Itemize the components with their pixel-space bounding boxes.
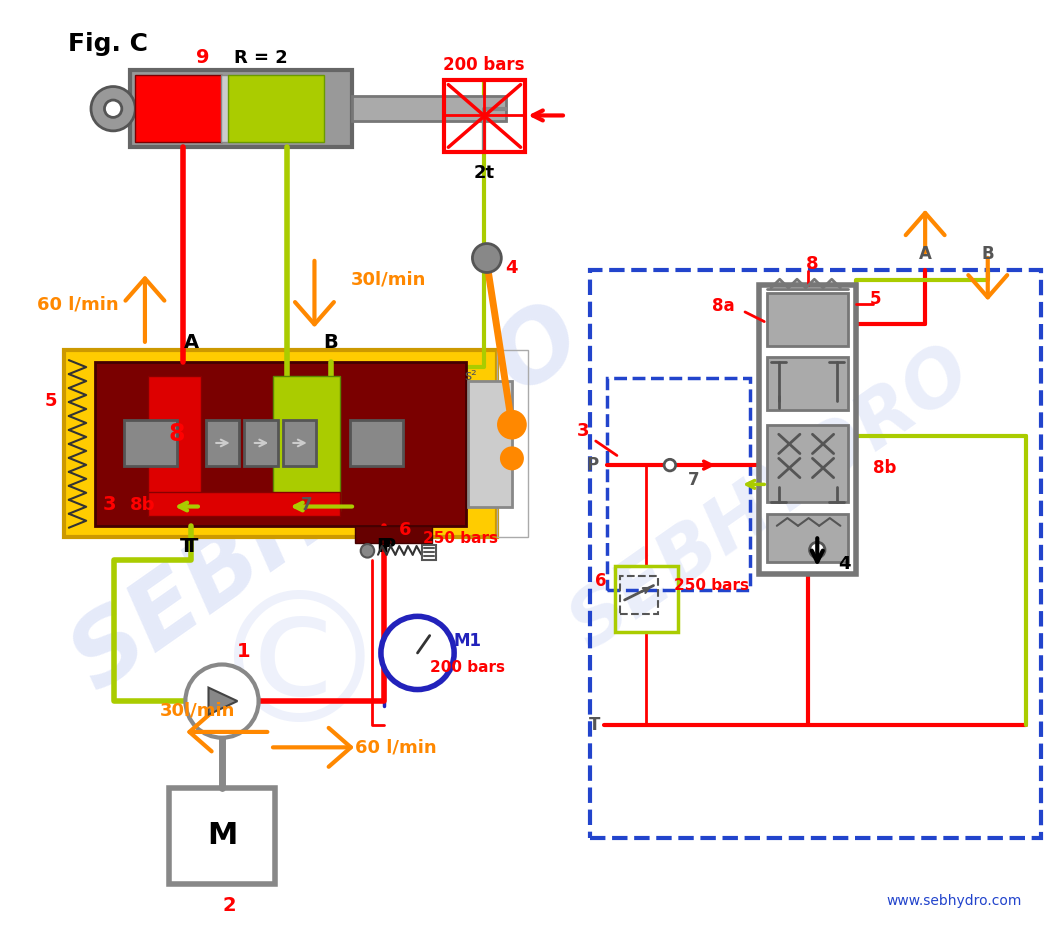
Circle shape [810,542,825,558]
Circle shape [381,616,454,690]
Bar [422,545,436,560]
Circle shape [665,460,675,471]
Bar [136,75,222,142]
Text: 1: 1 [236,641,250,661]
Bar [64,350,496,537]
Text: 3: 3 [103,495,116,514]
Bar [206,420,240,466]
Bar [467,381,512,506]
Text: A: A [919,245,932,263]
Text: 8b: 8b [873,459,897,477]
Text: Fig. C: Fig. C [68,32,147,56]
Bar [767,293,848,345]
Bar [283,420,316,466]
Text: 8b: 8b [130,495,156,514]
Text: 6: 6 [595,572,606,590]
Text: 30l/min: 30l/min [351,271,426,288]
Text: 8a: 8a [711,297,735,315]
Text: 250 bars: 250 bars [674,578,748,593]
Text: 4: 4 [838,555,850,574]
Bar [607,378,749,591]
Text: 6: 6 [399,520,411,538]
Text: 30l/min: 30l/min [160,702,235,720]
Text: 200 bars: 200 bars [443,56,525,74]
Bar [767,514,848,563]
Text: 2: 2 [223,896,236,914]
Text: B: B [323,333,338,352]
Text: A: A [183,333,198,352]
Text: 5: 5 [869,290,881,309]
Text: 60 l/min: 60 l/min [354,739,436,756]
Bar [244,420,278,466]
Bar [124,420,177,466]
Bar [443,80,526,152]
Text: SEBHYDRO: SEBHYDRO [55,288,601,709]
Polygon shape [209,688,237,714]
Bar [147,492,340,516]
Text: 7: 7 [688,471,700,489]
Bar [767,358,848,410]
Text: www.sebhydro.com: www.sebhydro.com [886,895,1022,909]
Text: T: T [184,537,198,557]
Circle shape [473,243,501,272]
Text: 8: 8 [169,422,184,446]
Bar [352,96,506,122]
Bar [273,376,340,511]
Circle shape [360,544,374,558]
Text: 4: 4 [505,258,517,277]
Bar [497,350,528,537]
Text: SEBHYDRO: SEBHYDRO [556,333,986,665]
Text: 2t: 2t [474,164,495,183]
Text: T: T [589,716,600,734]
Bar [350,420,403,466]
Text: T: T [179,537,193,557]
Text: ©: © [209,584,389,760]
Bar [228,75,324,142]
Text: P: P [382,537,395,557]
Bar [759,285,855,574]
Text: s²: s² [464,370,477,384]
Text: M1: M1 [454,633,481,651]
Bar [130,70,352,147]
Text: 5: 5 [45,391,57,410]
Text: P: P [587,456,599,475]
Circle shape [186,665,259,738]
Text: B: B [982,245,994,263]
Bar [590,270,1041,838]
Text: 60 l/min: 60 l/min [37,295,119,314]
Text: R = 2: R = 2 [233,49,287,66]
Text: 9: 9 [196,48,210,67]
Bar [615,566,677,632]
Text: 8: 8 [807,255,818,272]
Text: M: M [207,822,237,851]
Text: P: P [376,537,391,557]
Bar [222,75,229,142]
Bar [169,788,275,885]
Bar [767,425,848,502]
Text: 200 bars: 200 bars [430,660,506,675]
Bar [620,576,658,614]
Text: 3: 3 [577,422,589,441]
Circle shape [91,86,136,131]
Text: 250 bars: 250 bars [423,531,498,546]
Bar [147,376,200,511]
Circle shape [498,411,526,438]
Text: 7: 7 [301,495,313,514]
Circle shape [105,100,122,117]
Bar [94,362,465,526]
Circle shape [501,447,523,469]
Bar [355,526,432,543]
